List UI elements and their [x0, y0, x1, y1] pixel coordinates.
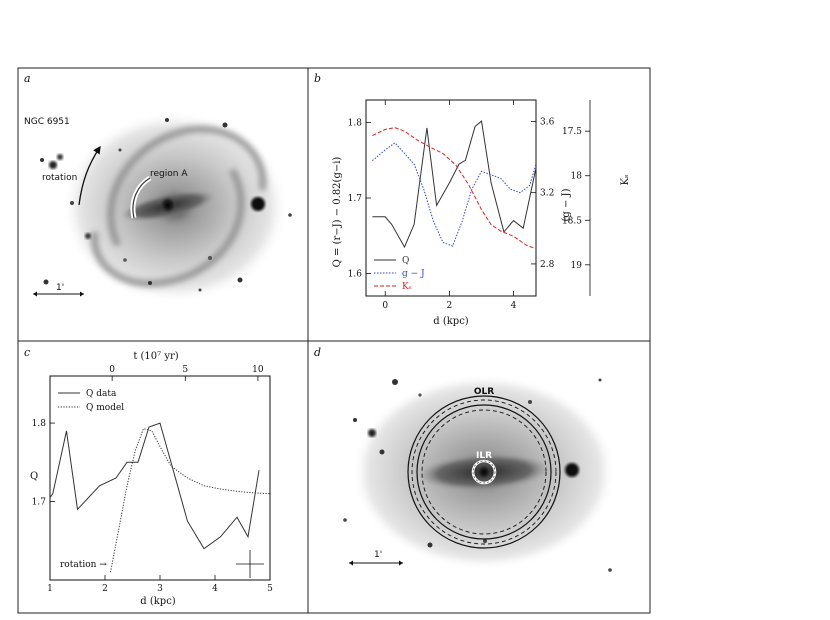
- panel-b-xtick-label-1: 2: [447, 301, 453, 311]
- panel-c-border: [17, 340, 309, 614]
- panel-b-y2tick-label-0: 2.8: [540, 260, 555, 270]
- panel-b-ytick-label-2: 1.8: [348, 119, 363, 129]
- panel-b-y3tick-label-2: 18.5: [562, 216, 582, 226]
- panel-b-legend-label-Q: Q: [402, 256, 409, 266]
- region-a-inner: [132, 177, 151, 219]
- olr-circle-dashed-outer: [411, 399, 557, 545]
- panel-c-legend-label-0: Q data: [86, 389, 117, 399]
- panel-b-letter: b: [314, 72, 321, 85]
- panel-c-xtick-label-1: 2: [102, 584, 108, 594]
- panel-c-series-1: [110, 427, 271, 573]
- galaxy-image-a: [40, 112, 292, 302]
- panel-d-border: [307, 340, 651, 614]
- ilr-label: ILR: [476, 451, 492, 461]
- panel-b-xtick-label-0: 0: [382, 301, 388, 311]
- panel-b-legend-label-g_J: g − J: [402, 269, 425, 279]
- panel-c-ytick-label-0: 1.7: [32, 498, 47, 508]
- olr-circle-inner: [416, 404, 552, 540]
- panel-c-legend-label-1: Q model: [86, 403, 124, 413]
- panel-b-series-Q: [372, 120, 537, 249]
- panel-b-series-Ks: [372, 127, 537, 250]
- galaxy-image-d: [343, 376, 614, 572]
- panel-c-frame: [49, 375, 271, 581]
- panel-b-y3label: Kₛ: [620, 175, 631, 186]
- panel-c-xtick-label-4: 5: [267, 584, 273, 594]
- scale-label-d: 1': [374, 550, 382, 560]
- panel-c-xtick-label-0: 1: [47, 584, 53, 594]
- region-a-label: region A: [150, 169, 188, 179]
- panel-c-x2tick-label-0: 0: [109, 365, 115, 375]
- panel-b-y2label: (g − J): [561, 188, 572, 221]
- rotation-arrow: [78, 145, 101, 206]
- panel-c-xtick-label-2: 3: [157, 584, 163, 594]
- panel-c-x2tick-label-2: 10: [252, 365, 264, 375]
- panel-c-ytick-label-1: 1.8: [32, 419, 47, 429]
- panel-c-x2label: t (10⁷ yr): [133, 351, 178, 362]
- error-cross: [236, 550, 264, 578]
- panel-a: a NGC 6951 rotation: [24, 72, 292, 302]
- panel-b: b Q = (r−J) − 0.82(g−i) (g − J) Kₛ d (kp…: [314, 72, 631, 327]
- panel-b-ylabel: Q = (r−J) − 0.82(g−i): [332, 157, 343, 268]
- olr-circle-dashed-inner: [421, 409, 547, 535]
- panel-b-series-g_J: [372, 142, 537, 247]
- panel-b-xlabel: d (kpc): [433, 316, 469, 327]
- panel-b-ytick-label-1: 1.7: [348, 194, 363, 204]
- panel-c-rotation-label: rotation →: [60, 560, 107, 570]
- olr-label: OLR: [474, 387, 494, 397]
- panel-a-letter: a: [24, 72, 31, 85]
- scale-label-a: 1': [56, 283, 64, 293]
- panel-c: c Q t (10⁷ yr) d (kpc) rotation → 1 2 3 4 5 0…: [24, 346, 273, 607]
- panel-b-y2tick-label-2: 3.6: [540, 117, 555, 127]
- panel-c-series-0: [49, 422, 260, 550]
- panel-b-y3tick-label-3: 19: [571, 261, 583, 271]
- panel-c-x2tick-label-1: 5: [182, 365, 188, 375]
- panel-b-frame: [365, 99, 537, 297]
- panel-d-letter: d: [314, 346, 321, 359]
- panel-c-xtick-label-3: 4: [212, 584, 218, 594]
- panel-c-ylabel: Q: [30, 471, 38, 482]
- panel-b-y3tick-label-0: 17.5: [562, 127, 582, 137]
- panel-b-xtick-label-2: 4: [511, 301, 517, 311]
- panel-c-letter: c: [24, 346, 30, 359]
- galaxy-name-label: NGC 6951: [24, 117, 70, 127]
- panel-d: d OLR ILR 1': [314, 346, 614, 572]
- panel-c-xlabel: d (kpc): [140, 596, 176, 607]
- panel-b-y2tick-label-1: 3.2: [540, 189, 554, 199]
- olr-circle-outer: [407, 395, 561, 549]
- panel-b-ytick-label-0: 1.6: [348, 269, 363, 279]
- panel-b-y3tick-label-1: 18: [571, 172, 583, 182]
- rotation-label: rotation: [42, 173, 77, 183]
- panel-b-legend-label-Ks: Kₛ: [402, 282, 412, 292]
